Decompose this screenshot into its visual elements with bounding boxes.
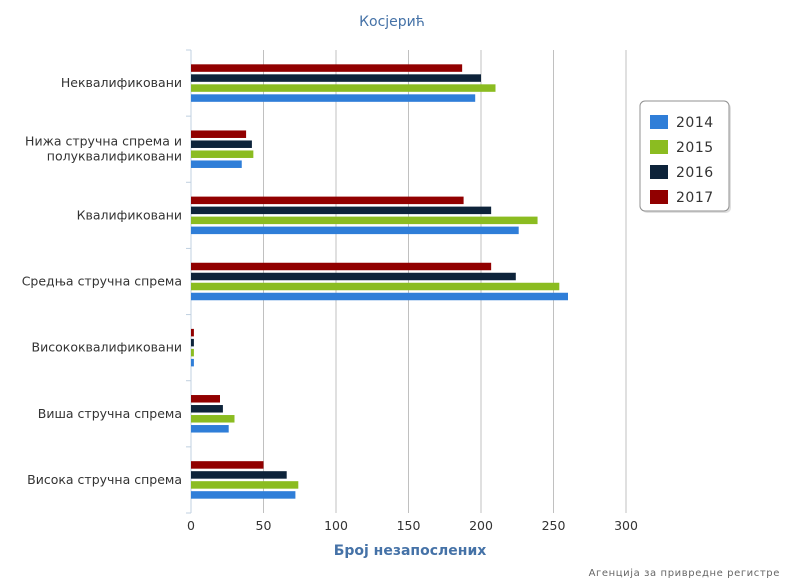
credit-text: Агенција за привредне регистре bbox=[589, 567, 780, 579]
legend-swatch-2016[interactable] bbox=[650, 165, 668, 179]
bar-2017-2[interactable] bbox=[191, 130, 247, 138]
legend[interactable]: 2014 2015 2016 2017 bbox=[639, 100, 731, 213]
legend-label-2014[interactable]: 2014 bbox=[676, 115, 714, 131]
x-tick-labels: 0 50 100 150 200 250 300 bbox=[187, 518, 638, 533]
bar-2016-2[interactable] bbox=[191, 140, 252, 148]
bar-2014-6[interactable] bbox=[191, 425, 229, 433]
bar-2016-6[interactable] bbox=[191, 405, 223, 413]
bar-2014-4[interactable] bbox=[191, 292, 568, 301]
bar-2015-6[interactable] bbox=[191, 415, 235, 423]
bar-2015-3[interactable] bbox=[191, 216, 538, 225]
x-axis-title: Број незапослених bbox=[334, 543, 487, 559]
bar-2015-1[interactable] bbox=[191, 84, 496, 92]
bar-2016-1[interactable] bbox=[191, 74, 481, 82]
x-tick-label: 100 bbox=[324, 518, 348, 533]
bar-2015-7[interactable] bbox=[191, 481, 299, 489]
legend-label-2015[interactable]: 2015 bbox=[676, 140, 714, 156]
bar-2014-1[interactable] bbox=[191, 94, 476, 102]
bar-2015-2[interactable] bbox=[191, 150, 254, 158]
bar-2017-7[interactable] bbox=[191, 461, 264, 469]
legend-label-2017[interactable]: 2017 bbox=[676, 190, 714, 206]
bar-2017-5[interactable] bbox=[191, 328, 194, 337]
x-tick-label: 300 bbox=[614, 518, 638, 533]
grid-lines bbox=[186, 49, 627, 514]
x-tick-label: 250 bbox=[542, 518, 566, 533]
legend-label-2016[interactable]: 2016 bbox=[676, 165, 714, 181]
bar-2016-5[interactable] bbox=[191, 338, 194, 347]
bar-2014-3[interactable] bbox=[191, 226, 519, 235]
bar-2014-2[interactable] bbox=[191, 160, 242, 168]
category-labels: Неквалификовани Нижа стручна спрема иполу… bbox=[22, 75, 182, 487]
category-label: Неквалификовани bbox=[61, 75, 182, 90]
legend-swatch-2014[interactable] bbox=[650, 115, 668, 129]
bar-2017-6[interactable] bbox=[191, 395, 220, 403]
legend-swatch-2017[interactable] bbox=[650, 190, 668, 204]
category-label: Виша стручна спрема bbox=[38, 406, 182, 421]
bar-2015-4[interactable] bbox=[191, 282, 560, 291]
category-label: полуквалификовани bbox=[47, 149, 182, 164]
bar-2017-3[interactable] bbox=[191, 196, 464, 205]
legend-swatch-2015[interactable] bbox=[650, 140, 668, 154]
category-label: Висока стручна спрема bbox=[27, 472, 182, 487]
category-label: Средња стручна спрема bbox=[22, 274, 182, 289]
bar-2016-7[interactable] bbox=[191, 471, 287, 479]
bar-2017-1[interactable] bbox=[191, 64, 463, 72]
bar-2014-5[interactable] bbox=[191, 358, 194, 367]
category-label: Висококвалификовани bbox=[32, 340, 182, 355]
bar-2015-5[interactable] bbox=[191, 348, 194, 357]
x-tick-label: 150 bbox=[397, 518, 421, 533]
category-label: Квалификовани bbox=[77, 207, 182, 222]
bar-2016-3[interactable] bbox=[191, 206, 492, 215]
chart-title: Косјерић bbox=[359, 14, 425, 30]
bars-group bbox=[191, 64, 568, 499]
x-tick-label: 50 bbox=[256, 518, 272, 533]
bar-2017-4[interactable] bbox=[191, 262, 492, 271]
x-tick-label: 0 bbox=[187, 518, 195, 533]
x-tick-label: 200 bbox=[469, 518, 493, 533]
category-label: Нижа стручна спрема и bbox=[25, 134, 182, 149]
bar-2016-4[interactable] bbox=[191, 272, 516, 281]
bar-2014-7[interactable] bbox=[191, 491, 296, 499]
